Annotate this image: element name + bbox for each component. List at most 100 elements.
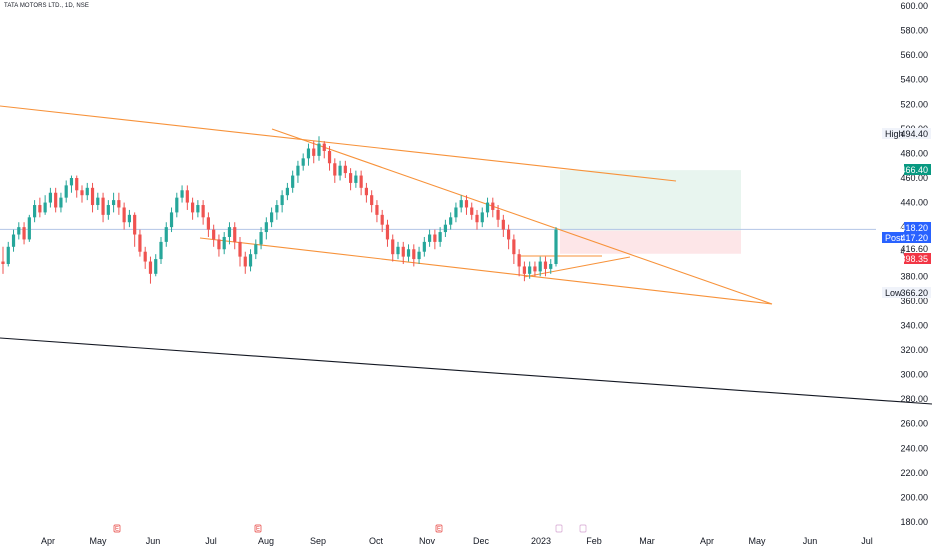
price-tag-label-bg <box>882 287 904 298</box>
candle-body <box>433 234 437 242</box>
candle-body <box>343 165 347 174</box>
candle-body <box>291 175 295 188</box>
candle <box>543 256 548 277</box>
price-tag-label-bg <box>882 232 904 243</box>
candle <box>227 222 232 245</box>
candle-body <box>48 192 52 203</box>
candle-body <box>90 187 95 206</box>
candle-body <box>222 236 226 250</box>
candle <box>359 170 363 196</box>
price-tag-value-bg <box>904 287 931 298</box>
y-tick-label: 180.00 <box>900 517 928 527</box>
candle-body <box>112 200 116 206</box>
candle <box>480 207 484 228</box>
candle <box>528 261 532 279</box>
y-tick-label: 560.00 <box>900 50 928 60</box>
price-tag: 466.40 <box>900 164 931 175</box>
candle <box>143 246 147 269</box>
candle <box>191 197 195 220</box>
candle <box>248 249 253 272</box>
candle-body <box>417 251 421 260</box>
candle-body <box>533 266 537 272</box>
candle-body <box>243 256 247 267</box>
candle <box>417 246 421 264</box>
loss-zone <box>560 230 741 254</box>
candle <box>443 219 447 237</box>
candle <box>196 200 200 218</box>
y-tick-label: 360.00 <box>900 296 928 306</box>
price-tag-value: 417.20 <box>900 233 928 243</box>
candle <box>90 182 95 213</box>
x-tick-label: May <box>89 536 107 546</box>
y-tick-label: 300.00 <box>900 370 928 380</box>
candle-body <box>475 214 479 223</box>
y-axis: 600.00580.00560.00540.00520.00500.00480.… <box>900 1 928 527</box>
candle-body <box>491 202 495 210</box>
candle <box>507 224 511 250</box>
candle-body <box>333 163 337 176</box>
y-tick-label: 380.00 <box>900 271 928 281</box>
x-tick-label: Jun <box>803 536 818 546</box>
price-tag-value: 494.40 <box>900 129 928 139</box>
trendline-1 <box>0 105 677 182</box>
y-tick-label: 340.00 <box>900 320 928 330</box>
candle-body <box>143 251 147 262</box>
candle-body <box>370 195 374 206</box>
candle <box>370 190 374 213</box>
candle <box>169 207 174 233</box>
candle-body <box>443 224 447 233</box>
candle-body <box>449 217 453 225</box>
candle-body <box>501 219 505 230</box>
candle <box>496 205 500 228</box>
candle <box>122 202 126 230</box>
candle-body <box>275 205 279 213</box>
event-marker: E <box>435 524 443 533</box>
candle-body <box>169 212 174 228</box>
candle <box>206 212 210 237</box>
candle-body <box>285 187 289 196</box>
price-tag-label: Post <box>885 233 904 243</box>
candle-body <box>428 234 432 242</box>
candle-body <box>464 200 469 208</box>
candle-body <box>175 197 179 213</box>
event-marker <box>555 524 563 533</box>
candle-body <box>1 261 5 264</box>
candle <box>38 197 42 218</box>
candle <box>212 224 216 247</box>
candle <box>554 227 558 267</box>
x-tick-label: 2023 <box>531 536 551 546</box>
candle <box>6 241 10 267</box>
candle-body <box>117 200 121 208</box>
candle-body <box>212 229 216 240</box>
candle <box>11 229 16 252</box>
candle <box>333 158 337 183</box>
y-tick-label: 480.00 <box>900 148 928 158</box>
candle <box>306 143 311 166</box>
candle <box>154 254 158 277</box>
candle-body <box>496 209 500 220</box>
candle-body <box>306 148 311 159</box>
candle-body <box>385 224 390 240</box>
candle-body <box>59 197 63 208</box>
candle-body <box>412 249 416 260</box>
candle-body <box>259 232 263 245</box>
x-tick-label: Nov <box>419 536 436 546</box>
candle <box>264 217 268 240</box>
candle-body <box>11 234 16 247</box>
candle-body <box>154 259 158 274</box>
candle <box>75 175 79 198</box>
candle-body <box>75 178 79 191</box>
price-tag-value-bg <box>904 164 931 175</box>
candle <box>280 190 284 213</box>
candle <box>133 212 137 247</box>
candle <box>80 185 84 203</box>
candle-body <box>507 229 511 240</box>
candle <box>238 236 242 267</box>
price-tag-value-bg <box>904 253 931 264</box>
candle <box>291 170 295 193</box>
candle-body <box>54 192 58 208</box>
event-marker: E <box>254 524 262 533</box>
candle <box>64 180 68 203</box>
